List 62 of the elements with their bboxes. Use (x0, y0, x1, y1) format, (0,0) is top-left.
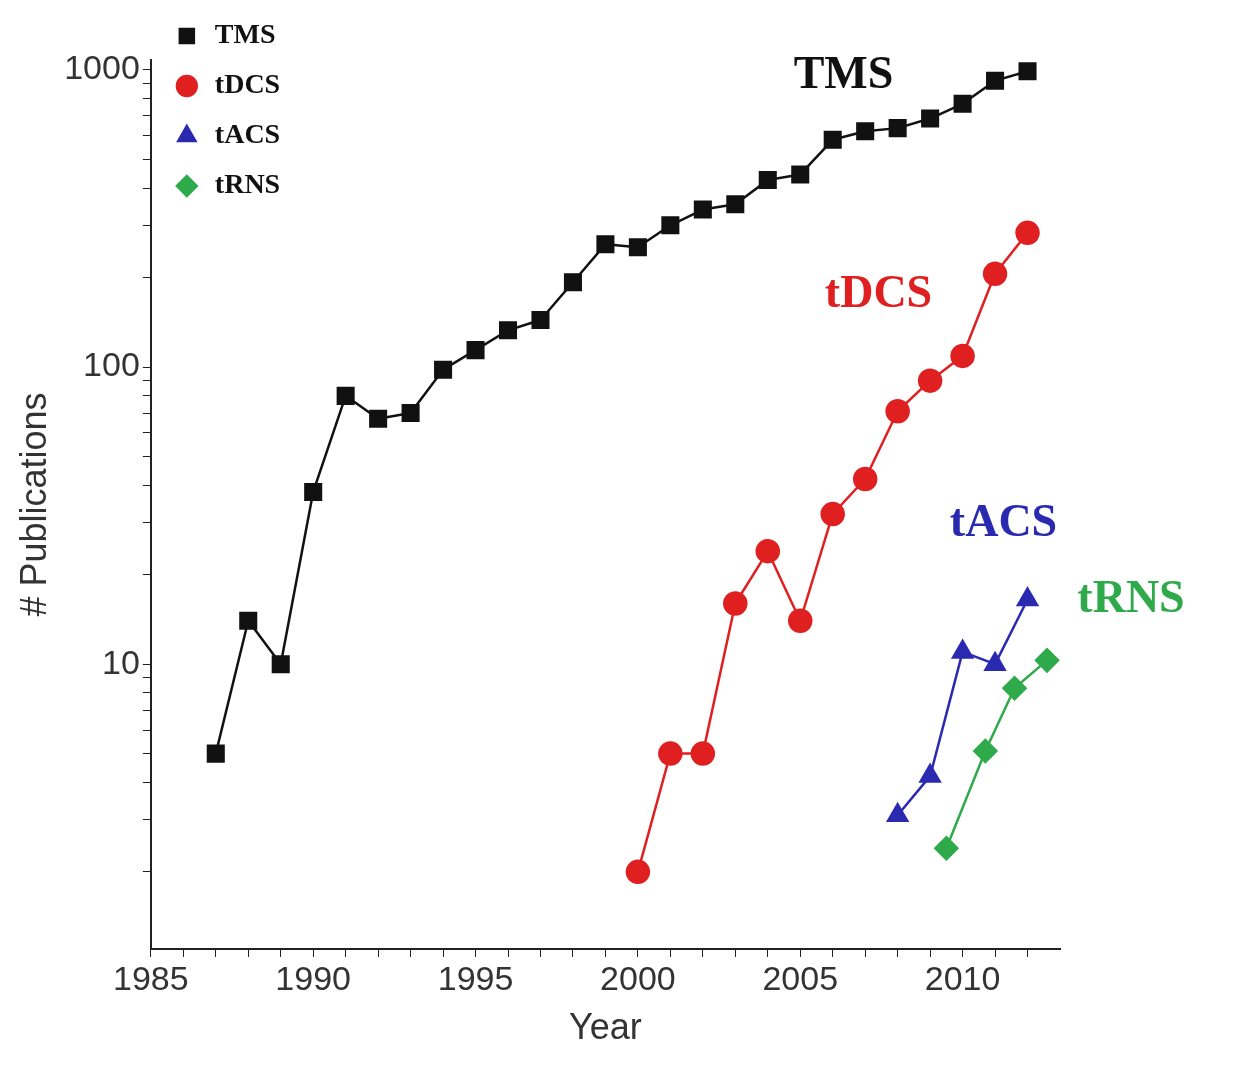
x-axis-title: Year (569, 1006, 642, 1048)
point (658, 741, 683, 766)
point (791, 165, 810, 184)
x-tick-label: 1990 (275, 958, 352, 997)
text: tRNS (1077, 571, 1185, 623)
legend-label: tACS (214, 118, 281, 150)
point (758, 171, 777, 190)
legend-label: tRNS (214, 168, 281, 200)
x-tick-label: 2005 (762, 958, 839, 997)
text: TMS (793, 47, 894, 99)
point (336, 386, 355, 405)
x-tick-label: 1985 (113, 958, 189, 997)
text: tDCS (824, 265, 933, 317)
point (885, 399, 910, 424)
point (820, 501, 845, 527)
point (1018, 62, 1037, 81)
point (628, 238, 647, 257)
y-tick-label: 100 (83, 345, 140, 384)
x-tick-label: 1995 (437, 958, 514, 997)
point (852, 466, 878, 492)
x-tick-label: 2010 (924, 958, 1001, 997)
point (596, 235, 615, 254)
point (921, 109, 940, 128)
point (693, 200, 712, 219)
point (1015, 220, 1040, 246)
y-tick-label: 1000 (64, 48, 140, 87)
point (498, 321, 518, 340)
point (950, 343, 975, 369)
point (531, 310, 550, 330)
point (953, 94, 972, 113)
point (787, 608, 813, 634)
point (304, 482, 323, 501)
point (434, 360, 453, 379)
y-axis-title: # Publications (12, 392, 54, 617)
point (466, 341, 485, 360)
point (1002, 675, 1027, 701)
x-tick-label: 2000 (600, 958, 676, 997)
point (239, 611, 258, 630)
point (823, 130, 842, 149)
point (888, 119, 907, 138)
point (755, 538, 781, 564)
point (982, 261, 1008, 287)
point (856, 122, 875, 141)
point (563, 273, 582, 292)
point (401, 404, 420, 423)
point (917, 368, 943, 393)
point (723, 591, 748, 616)
legend-label: TMS (214, 18, 276, 50)
legend-label: tDCS (214, 68, 281, 100)
point (986, 71, 1005, 90)
text: tACS (949, 495, 1058, 547)
point (271, 655, 290, 674)
point (625, 859, 651, 885)
point (661, 216, 680, 235)
point (690, 741, 716, 766)
point (726, 195, 745, 214)
point (973, 738, 998, 764)
point (934, 836, 959, 861)
point (1034, 648, 1060, 673)
y-tick-label: 10 (102, 642, 140, 681)
point (369, 409, 388, 428)
point (206, 744, 225, 763)
